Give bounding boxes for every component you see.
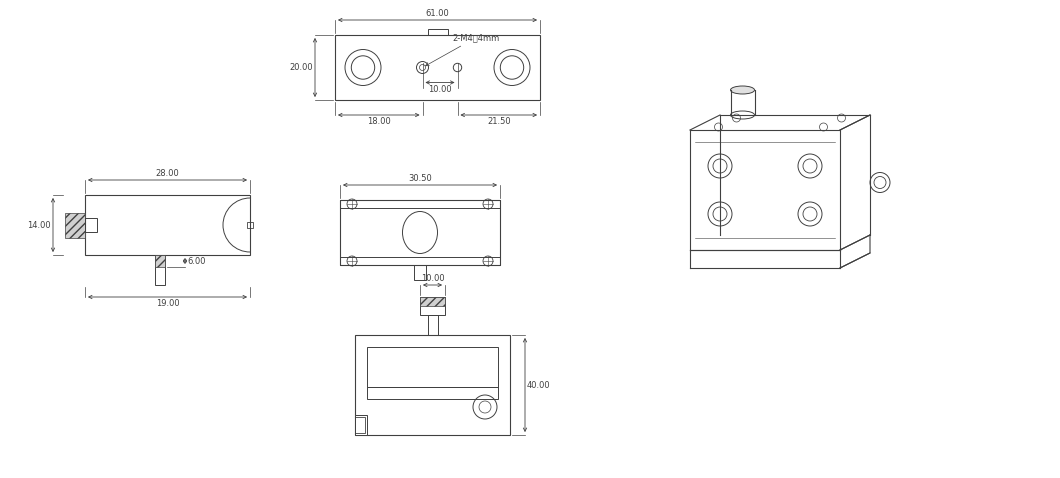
Bar	[155, 255, 165, 285]
Text: 20.00: 20.00	[289, 63, 313, 72]
Bar	[420, 297, 445, 306]
Bar	[155, 255, 165, 267]
Bar	[420, 297, 445, 315]
Text: 10.00: 10.00	[421, 274, 444, 283]
Bar	[355, 335, 510, 435]
Bar	[427, 29, 447, 35]
Text: 10.00: 10.00	[428, 85, 452, 94]
Bar	[335, 35, 540, 100]
Bar	[340, 200, 500, 265]
Text: 14.00: 14.00	[28, 220, 51, 229]
Text: 2-M4深4mm: 2-M4深4mm	[426, 33, 499, 66]
Bar	[247, 222, 253, 228]
Text: 21.50: 21.50	[487, 117, 511, 126]
Text: 6.00: 6.00	[187, 257, 206, 265]
Bar	[367, 387, 498, 399]
Text: 28.00: 28.00	[156, 169, 179, 178]
Bar	[355, 415, 367, 435]
Text: 30.50: 30.50	[408, 174, 431, 183]
Bar	[367, 347, 498, 387]
Ellipse shape	[730, 86, 755, 94]
Bar	[65, 213, 85, 238]
Bar	[414, 265, 426, 280]
Text: 40.00: 40.00	[527, 380, 550, 390]
Text: 19.00: 19.00	[156, 299, 179, 308]
Bar	[340, 257, 500, 265]
Bar	[85, 218, 98, 232]
Text: 18.00: 18.00	[367, 117, 391, 126]
Bar	[340, 200, 500, 208]
Bar	[355, 417, 365, 433]
Text: 61.00: 61.00	[426, 9, 449, 18]
Bar	[85, 195, 250, 255]
Bar	[427, 315, 438, 335]
